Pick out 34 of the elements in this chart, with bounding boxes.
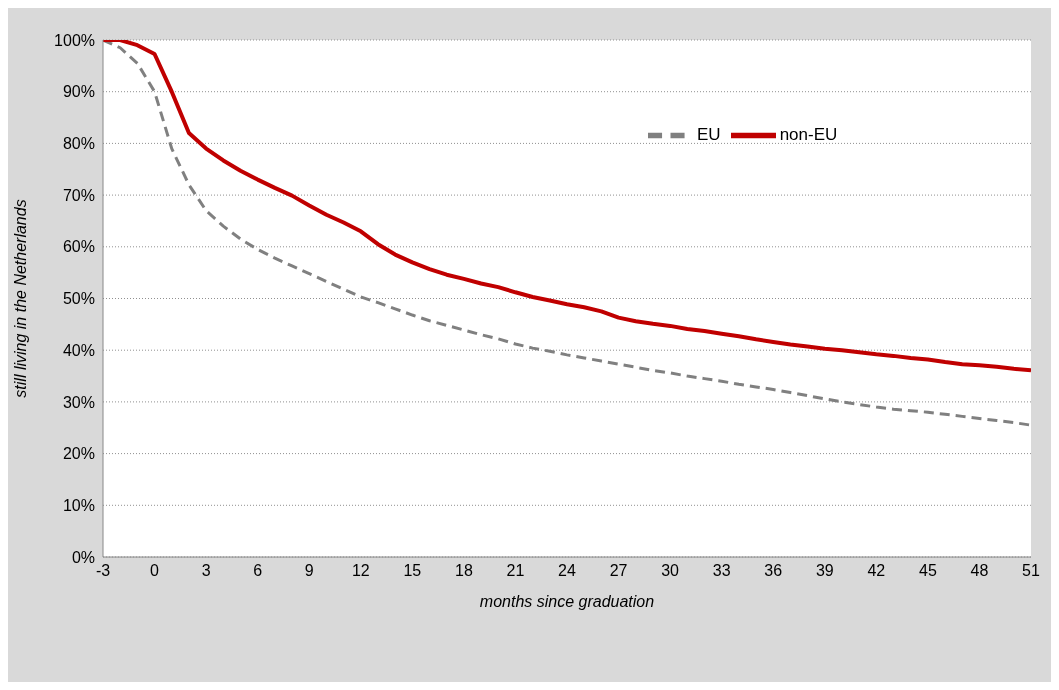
x-tick-label: 9 — [304, 562, 314, 580]
y-tick-label: 80% — [62, 135, 95, 153]
x-tick-label: 39 — [815, 562, 834, 580]
y-tick-label: 100% — [54, 31, 95, 49]
y-axis-title: still living in the Netherlands — [11, 199, 29, 398]
x-tick-label: 12 — [351, 562, 370, 580]
x-tick-label: 27 — [609, 562, 628, 580]
x-tick-label: 45 — [918, 562, 937, 580]
x-tick-label: 18 — [454, 562, 473, 580]
x-tick-label: 3 — [201, 562, 211, 580]
y-tick-label: 30% — [62, 393, 95, 411]
x-tick-label: 24 — [558, 562, 576, 580]
legend-label: non-EU — [779, 124, 838, 144]
x-axis-title: months since graduation — [479, 593, 655, 610]
x-tick-label: 15 — [403, 562, 422, 580]
y-tick-label: 50% — [62, 290, 95, 308]
x-tick-label: 30 — [661, 562, 680, 580]
x-tick-label: 6 — [253, 562, 263, 580]
y-tick-label: 10% — [62, 496, 95, 514]
x-tick-label: 0 — [150, 562, 160, 580]
y-tick-label: 70% — [62, 186, 95, 204]
y-tick-label: 90% — [62, 83, 95, 101]
x-tick-label: 33 — [712, 562, 731, 580]
x-tick-label: 48 — [970, 562, 989, 580]
y-tick-label: 60% — [62, 238, 95, 256]
y-tick-label: 40% — [62, 341, 95, 359]
y-tick-label: 20% — [62, 445, 95, 463]
x-tick-label: 51 — [1022, 562, 1040, 580]
x-tick-label: 21 — [506, 562, 525, 580]
x-tick-label: -3 — [95, 562, 111, 580]
x-tick-label: 36 — [764, 562, 783, 580]
legend-label: EU — [697, 124, 721, 144]
y-tick-label: 0% — [71, 548, 95, 566]
x-tick-label: 42 — [867, 562, 886, 580]
